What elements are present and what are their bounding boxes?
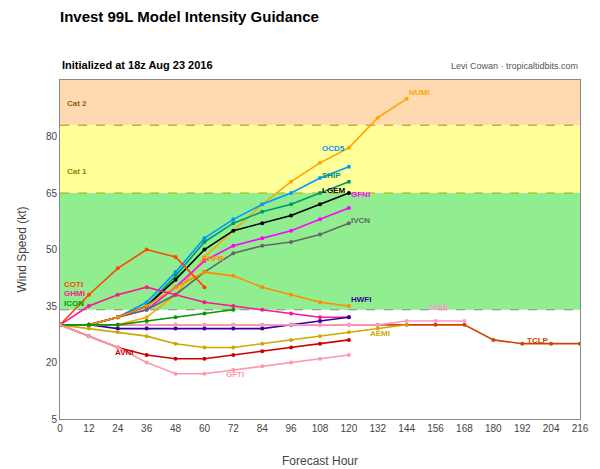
svg-text:Invest 99L Model Intensity Gui: Invest 99L Model Intensity Guidance	[60, 8, 319, 25]
svg-text:Levi Cowan · tropicaltidbits.c: Levi Cowan · tropicaltidbits.com	[451, 61, 578, 71]
svg-text:LGEM: LGEM	[322, 186, 345, 195]
svg-text:GHMI: GHMI	[64, 289, 85, 298]
svg-text:192: 192	[514, 423, 531, 434]
svg-text:144: 144	[398, 423, 415, 434]
svg-text:COTI: COTI	[64, 280, 83, 289]
svg-text:72: 72	[228, 423, 240, 434]
svg-text:Forecast Hour: Forecast Hour	[282, 454, 358, 468]
svg-text:SHFR: SHFR	[202, 254, 224, 263]
svg-text:216: 216	[572, 423, 589, 434]
svg-text:132: 132	[369, 423, 386, 434]
svg-text:ICON: ICON	[64, 299, 84, 308]
svg-text:0: 0	[57, 423, 63, 434]
svg-text:120: 120	[341, 423, 358, 434]
svg-text:Wind Speed (kt): Wind Speed (kt)	[15, 206, 29, 292]
svg-text:108: 108	[312, 423, 329, 434]
svg-text:35: 35	[46, 301, 58, 312]
svg-text:NUMI: NUMI	[409, 88, 429, 97]
svg-text:24: 24	[112, 423, 124, 434]
svg-text:AEMI: AEMI	[370, 329, 390, 338]
svg-text:AVNI: AVNI	[115, 348, 134, 357]
svg-text:OCD5: OCD5	[322, 144, 345, 153]
svg-text:84: 84	[257, 423, 269, 434]
svg-text:48: 48	[170, 423, 182, 434]
svg-text:180: 180	[485, 423, 502, 434]
svg-text:156: 156	[427, 423, 444, 434]
svg-text:168: 168	[456, 423, 473, 434]
svg-text:20: 20	[46, 357, 58, 368]
svg-text:65: 65	[46, 188, 58, 199]
svg-text:204: 204	[543, 423, 560, 434]
svg-text:80: 80	[46, 131, 58, 142]
svg-text:HWFI: HWFI	[351, 295, 371, 304]
svg-text:SHIP: SHIP	[322, 171, 341, 180]
svg-text:Cat 2: Cat 2	[67, 99, 87, 108]
svg-text:96: 96	[286, 423, 298, 434]
svg-text:Initialized at 18z Aug 23 2016: Initialized at 18z Aug 23 2016	[62, 59, 213, 71]
svg-text:CEMI: CEMI	[428, 303, 448, 312]
svg-text:Cat 1: Cat 1	[67, 167, 87, 176]
svg-text:50: 50	[46, 244, 58, 255]
svg-text:GFTI: GFTI	[226, 370, 244, 379]
svg-text:IVCN: IVCN	[351, 216, 370, 225]
svg-text:5: 5	[51, 414, 57, 425]
svg-text:TCLP: TCLP	[527, 336, 549, 345]
svg-text:36: 36	[141, 423, 153, 434]
svg-text:60: 60	[199, 423, 211, 434]
svg-text:GFNI: GFNI	[351, 190, 370, 199]
svg-text:12: 12	[83, 423, 95, 434]
